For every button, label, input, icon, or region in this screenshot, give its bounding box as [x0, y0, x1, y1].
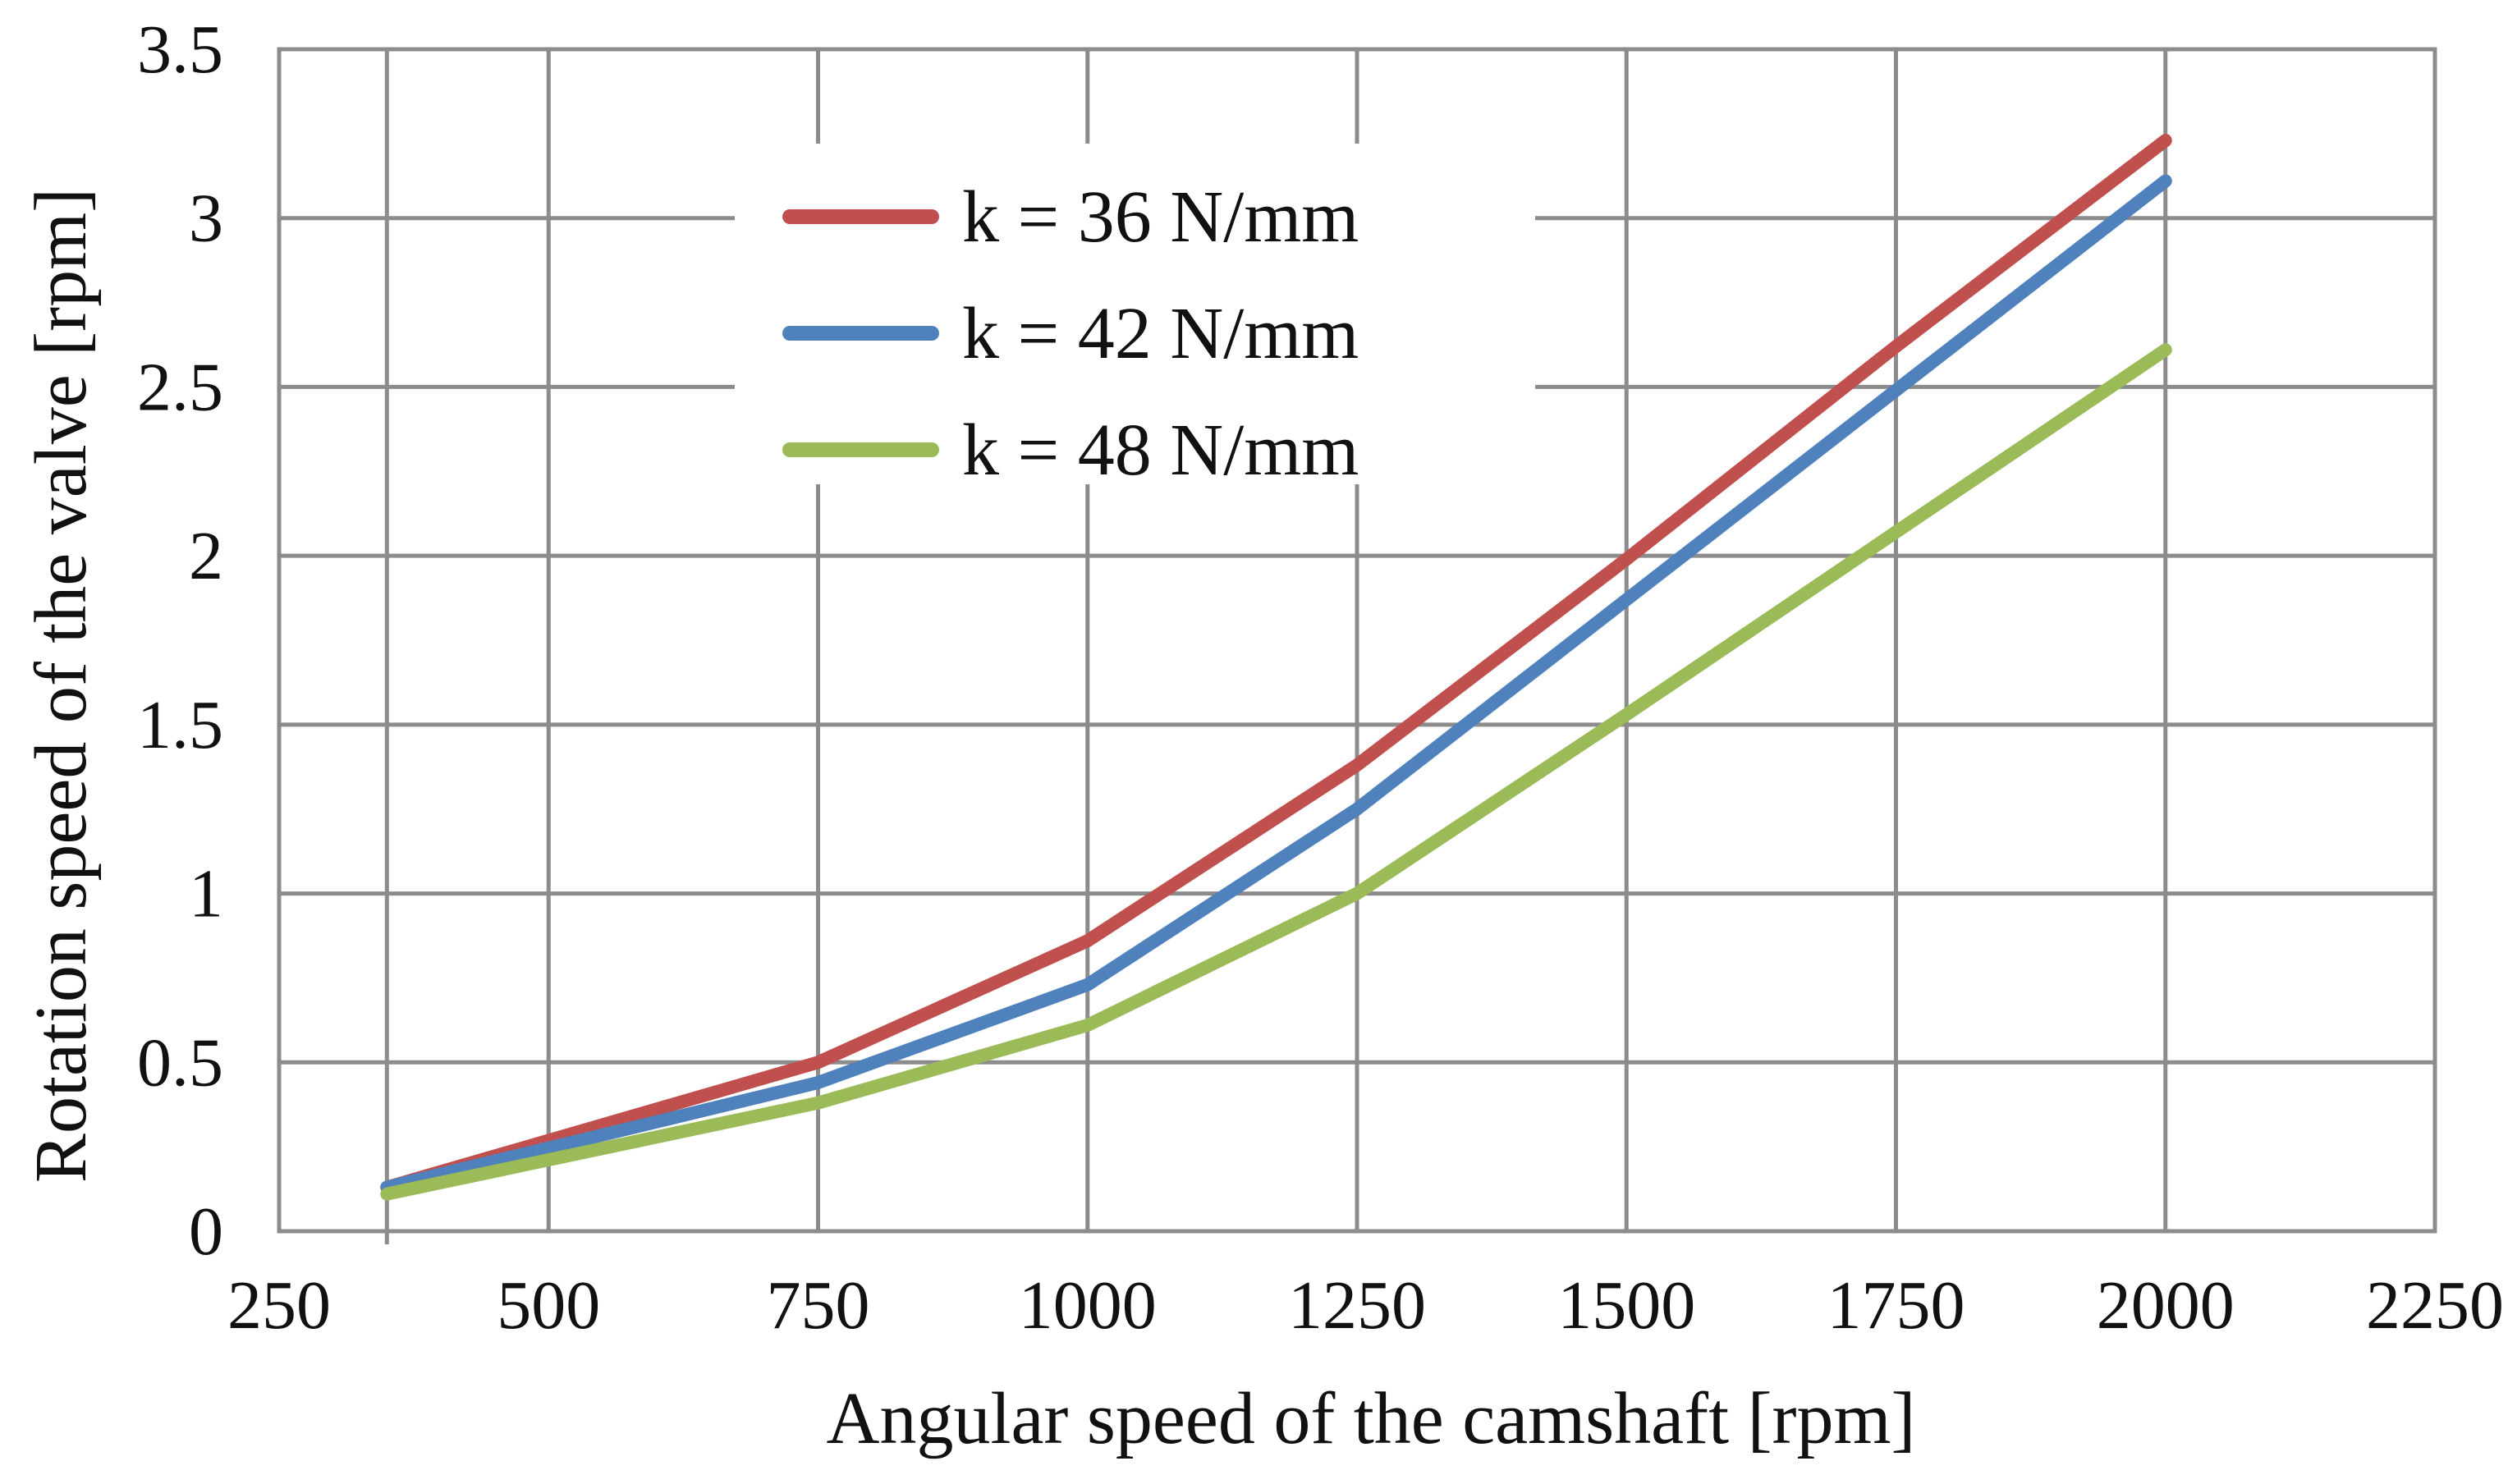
y-tick-label: 0.5: [137, 1024, 223, 1101]
series-line-1: [380, 134, 2172, 1194]
series-line-3: [380, 343, 2172, 1201]
y-tick-label: 3: [189, 181, 223, 257]
y-tick-label: 2.5: [137, 349, 223, 425]
x-tick-label: 1000: [1019, 1267, 1157, 1344]
x-tick-label: 500: [497, 1267, 600, 1344]
x-tick-label: 1750: [1827, 1267, 1965, 1344]
series-line-2: [380, 174, 2172, 1194]
x-tick-label: 2250: [2366, 1267, 2504, 1344]
legend-label-1: k = 36 N/mm: [962, 176, 1359, 258]
y-tick-label: 0: [189, 1193, 223, 1270]
y-axis-title: Rotation speed of the valve [rpm]: [21, 188, 102, 1183]
y-tick-label: 1: [189, 856, 223, 932]
x-axis-tick-labels: 250 500 750 1000 1250 1500 1750 2000 2250: [227, 1267, 2504, 1344]
x-tick-label: 1500: [1557, 1267, 1695, 1344]
y-tick-label: 1.5: [137, 687, 223, 763]
y-tick-label: 2: [189, 518, 223, 594]
series-lines: [380, 134, 2172, 1201]
x-tick-label: 750: [767, 1267, 870, 1344]
y-axis-tick-labels: 0 0.5 1 1.5 2 2.5 3 3.5: [137, 11, 223, 1270]
x-tick-label: 2000: [2097, 1267, 2235, 1344]
legend-label-2: k = 42 N/mm: [962, 293, 1359, 374]
legend: k = 36 N/mm k = 42 N/mm k = 48 N/mm: [735, 144, 1535, 491]
legend-box: [735, 144, 1535, 484]
x-tick-label: 1250: [1288, 1267, 1426, 1344]
legend-label-3: k = 48 N/mm: [962, 410, 1359, 491]
y-tick-label: 3.5: [137, 11, 223, 88]
x-axis-title: Angular speed of the camshaft [rpm]: [826, 1378, 1915, 1459]
x-tick-label: 250: [227, 1267, 331, 1344]
